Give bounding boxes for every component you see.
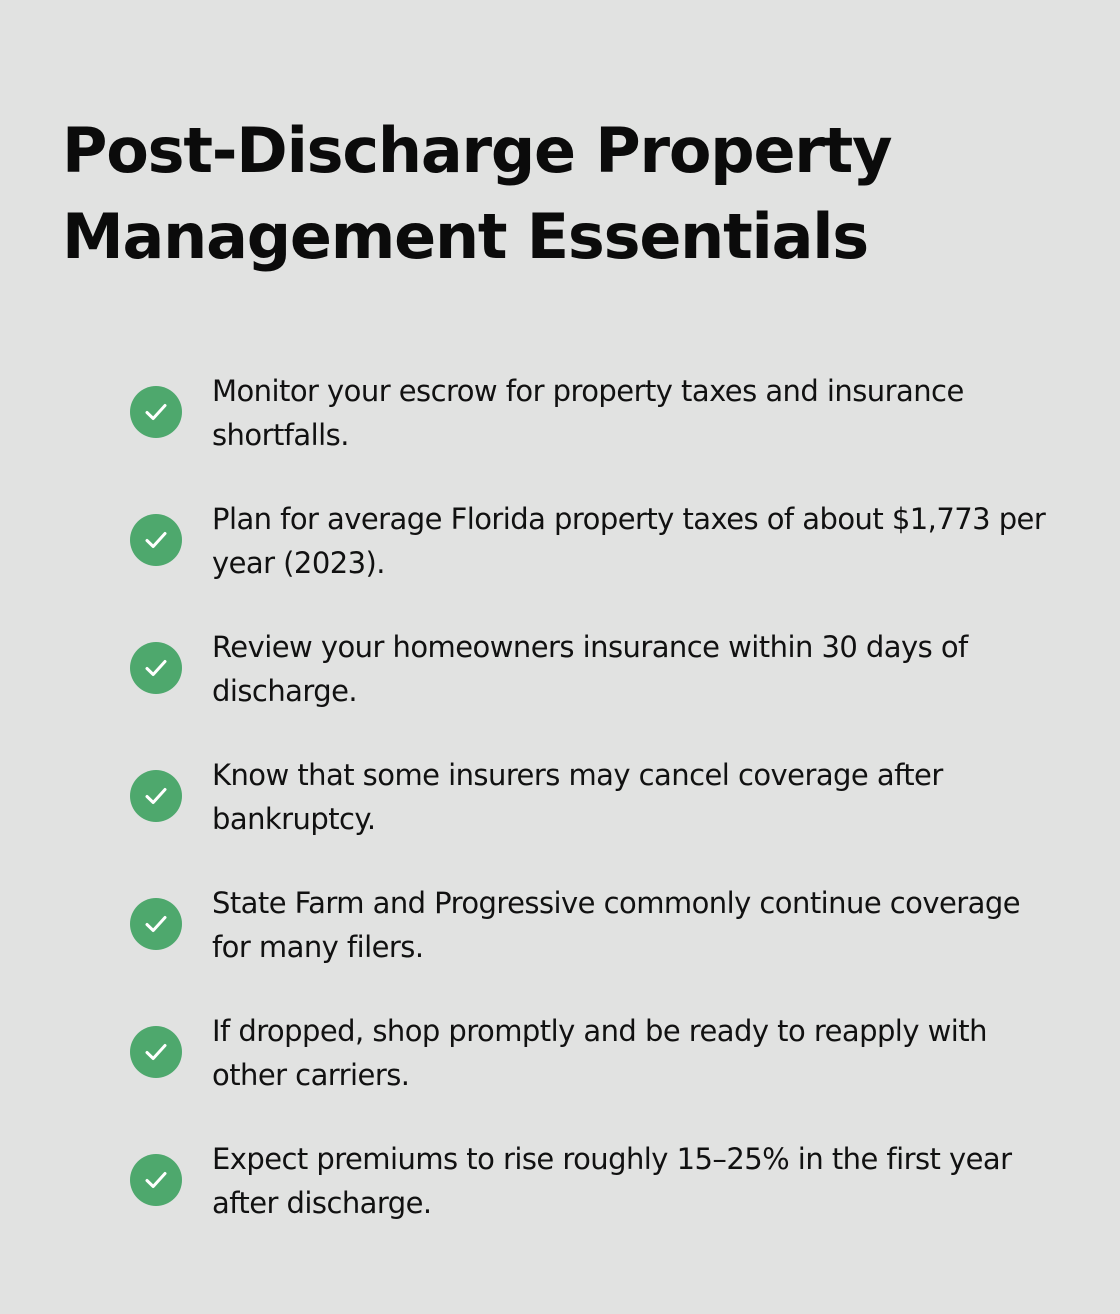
list-item: Expect premiums to rise roughly 15–25% i… xyxy=(130,1134,1060,1262)
list-item-text: Expect premiums to rise roughly 15–25% i… xyxy=(212,1142,1012,1220)
check-circle-icon xyxy=(130,898,182,950)
page-title: Post-Discharge Property Management Essen… xyxy=(62,114,893,273)
list-item: State Farm and Progressive commonly cont… xyxy=(130,878,1060,1006)
list-item: Review your homeowners insurance within … xyxy=(130,622,1060,750)
list-item: Monitor your escrow for property taxes a… xyxy=(130,366,1060,494)
list-item-text: State Farm and Progressive commonly cont… xyxy=(212,886,1021,964)
check-circle-icon xyxy=(130,770,182,822)
check-circle-icon xyxy=(130,514,182,566)
list-item: Know that some insurers may cancel cover… xyxy=(130,750,1060,878)
essentials-list: Monitor your escrow for property taxes a… xyxy=(130,366,1060,1262)
list-item-text: Know that some insurers may cancel cover… xyxy=(212,758,943,836)
list-item-text: Plan for average Florida property taxes … xyxy=(212,502,1046,580)
list-item-text: Monitor your escrow for property taxes a… xyxy=(212,374,964,452)
list-item-text: If dropped, shop promptly and be ready t… xyxy=(212,1014,987,1092)
list-item-text: Review your homeowners insurance within … xyxy=(212,630,968,708)
check-circle-icon xyxy=(130,386,182,438)
list-item: If dropped, shop promptly and be ready t… xyxy=(130,1006,1060,1134)
list-item: Plan for average Florida property taxes … xyxy=(130,494,1060,622)
check-circle-icon xyxy=(130,1026,182,1078)
check-circle-icon xyxy=(130,642,182,694)
check-circle-icon xyxy=(130,1154,182,1206)
